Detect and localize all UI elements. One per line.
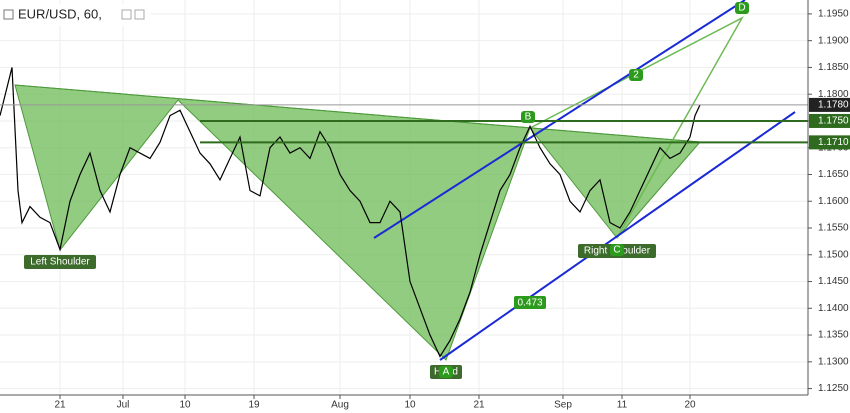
annotation-box [521,111,535,123]
annotation: C [613,245,620,256]
y-tick-label: 1.1250 [818,383,849,394]
annotation-box [610,244,624,256]
head-shoulders-pattern [14,84,702,361]
x-tick-label: Sep [554,400,572,411]
axis-labels: 1.1250 1.1300 1.1350 1.1400 1.1450 1.1500 1.15… [54,9,850,411]
y-tick-label: 1.1850 [818,62,849,73]
x-tick-label: Aug [331,400,349,411]
x-tick-label: Jul [117,400,130,411]
annotation: A [443,367,450,378]
y-tick-label: 1.1600 [818,196,849,207]
annotation: 0.473 [517,298,542,309]
y-tick-label: 1.1900 [818,35,849,46]
price-level-box [809,113,850,128]
x-tick-label: 21 [473,400,485,411]
y-tick-label: 1.1500 [818,249,849,260]
annotation: D [738,3,745,14]
x-tick-label: 10 [179,400,191,411]
price-level-label: 1.1710 [818,137,849,148]
y-tick-label: 1.1800 [818,89,849,100]
y-tick-label: 1.1950 [818,9,849,20]
y-tick-label: 1.1650 [818,169,849,180]
price-level-label: 1.1780 [818,100,849,111]
annotation: 2 [633,70,639,81]
x-tick-label: 20 [684,400,696,411]
price-plot [0,67,808,358]
x-tick-label: 21 [54,400,66,411]
channel-upper [373,0,746,239]
x-tick-label: 11 [617,400,628,411]
y-tick-label: 1.1550 [818,223,849,234]
annotation-box [629,69,643,81]
annotation: B [525,112,532,123]
hide-icon[interactable] [134,9,145,20]
y-tick-label: 1.1400 [818,303,849,314]
settings-icon[interactable] [121,9,132,20]
xabcd-pattern [529,16,744,239]
chart-title: EUR/USD, 60, [18,6,102,21]
price-line [0,67,701,358]
annotation-box [24,255,96,269]
channel-lower [439,111,796,361]
neckline [14,84,701,143]
toolbar [0,4,150,26]
price-level-box [809,97,850,112]
price-level-box [809,135,850,150]
y-tick-label: 1.1450 [818,276,849,287]
collapse-icon[interactable] [3,9,14,20]
annotation-box [439,366,453,378]
annotation-box [514,296,546,309]
x-tick-label: 19 [248,400,260,411]
price-level-label: 1.1750 [818,116,849,127]
annotation-box [735,2,749,14]
annotation: Left Shoulder [30,257,90,268]
annotations: Left Shoulder Head Right Shoulder A B C … [24,2,749,379]
x-tick-label: 10 [404,400,416,411]
y-tick-label: 1.1300 [818,356,849,367]
pattern-drawings [14,0,796,361]
y-tick-label: 1.1350 [818,330,849,341]
